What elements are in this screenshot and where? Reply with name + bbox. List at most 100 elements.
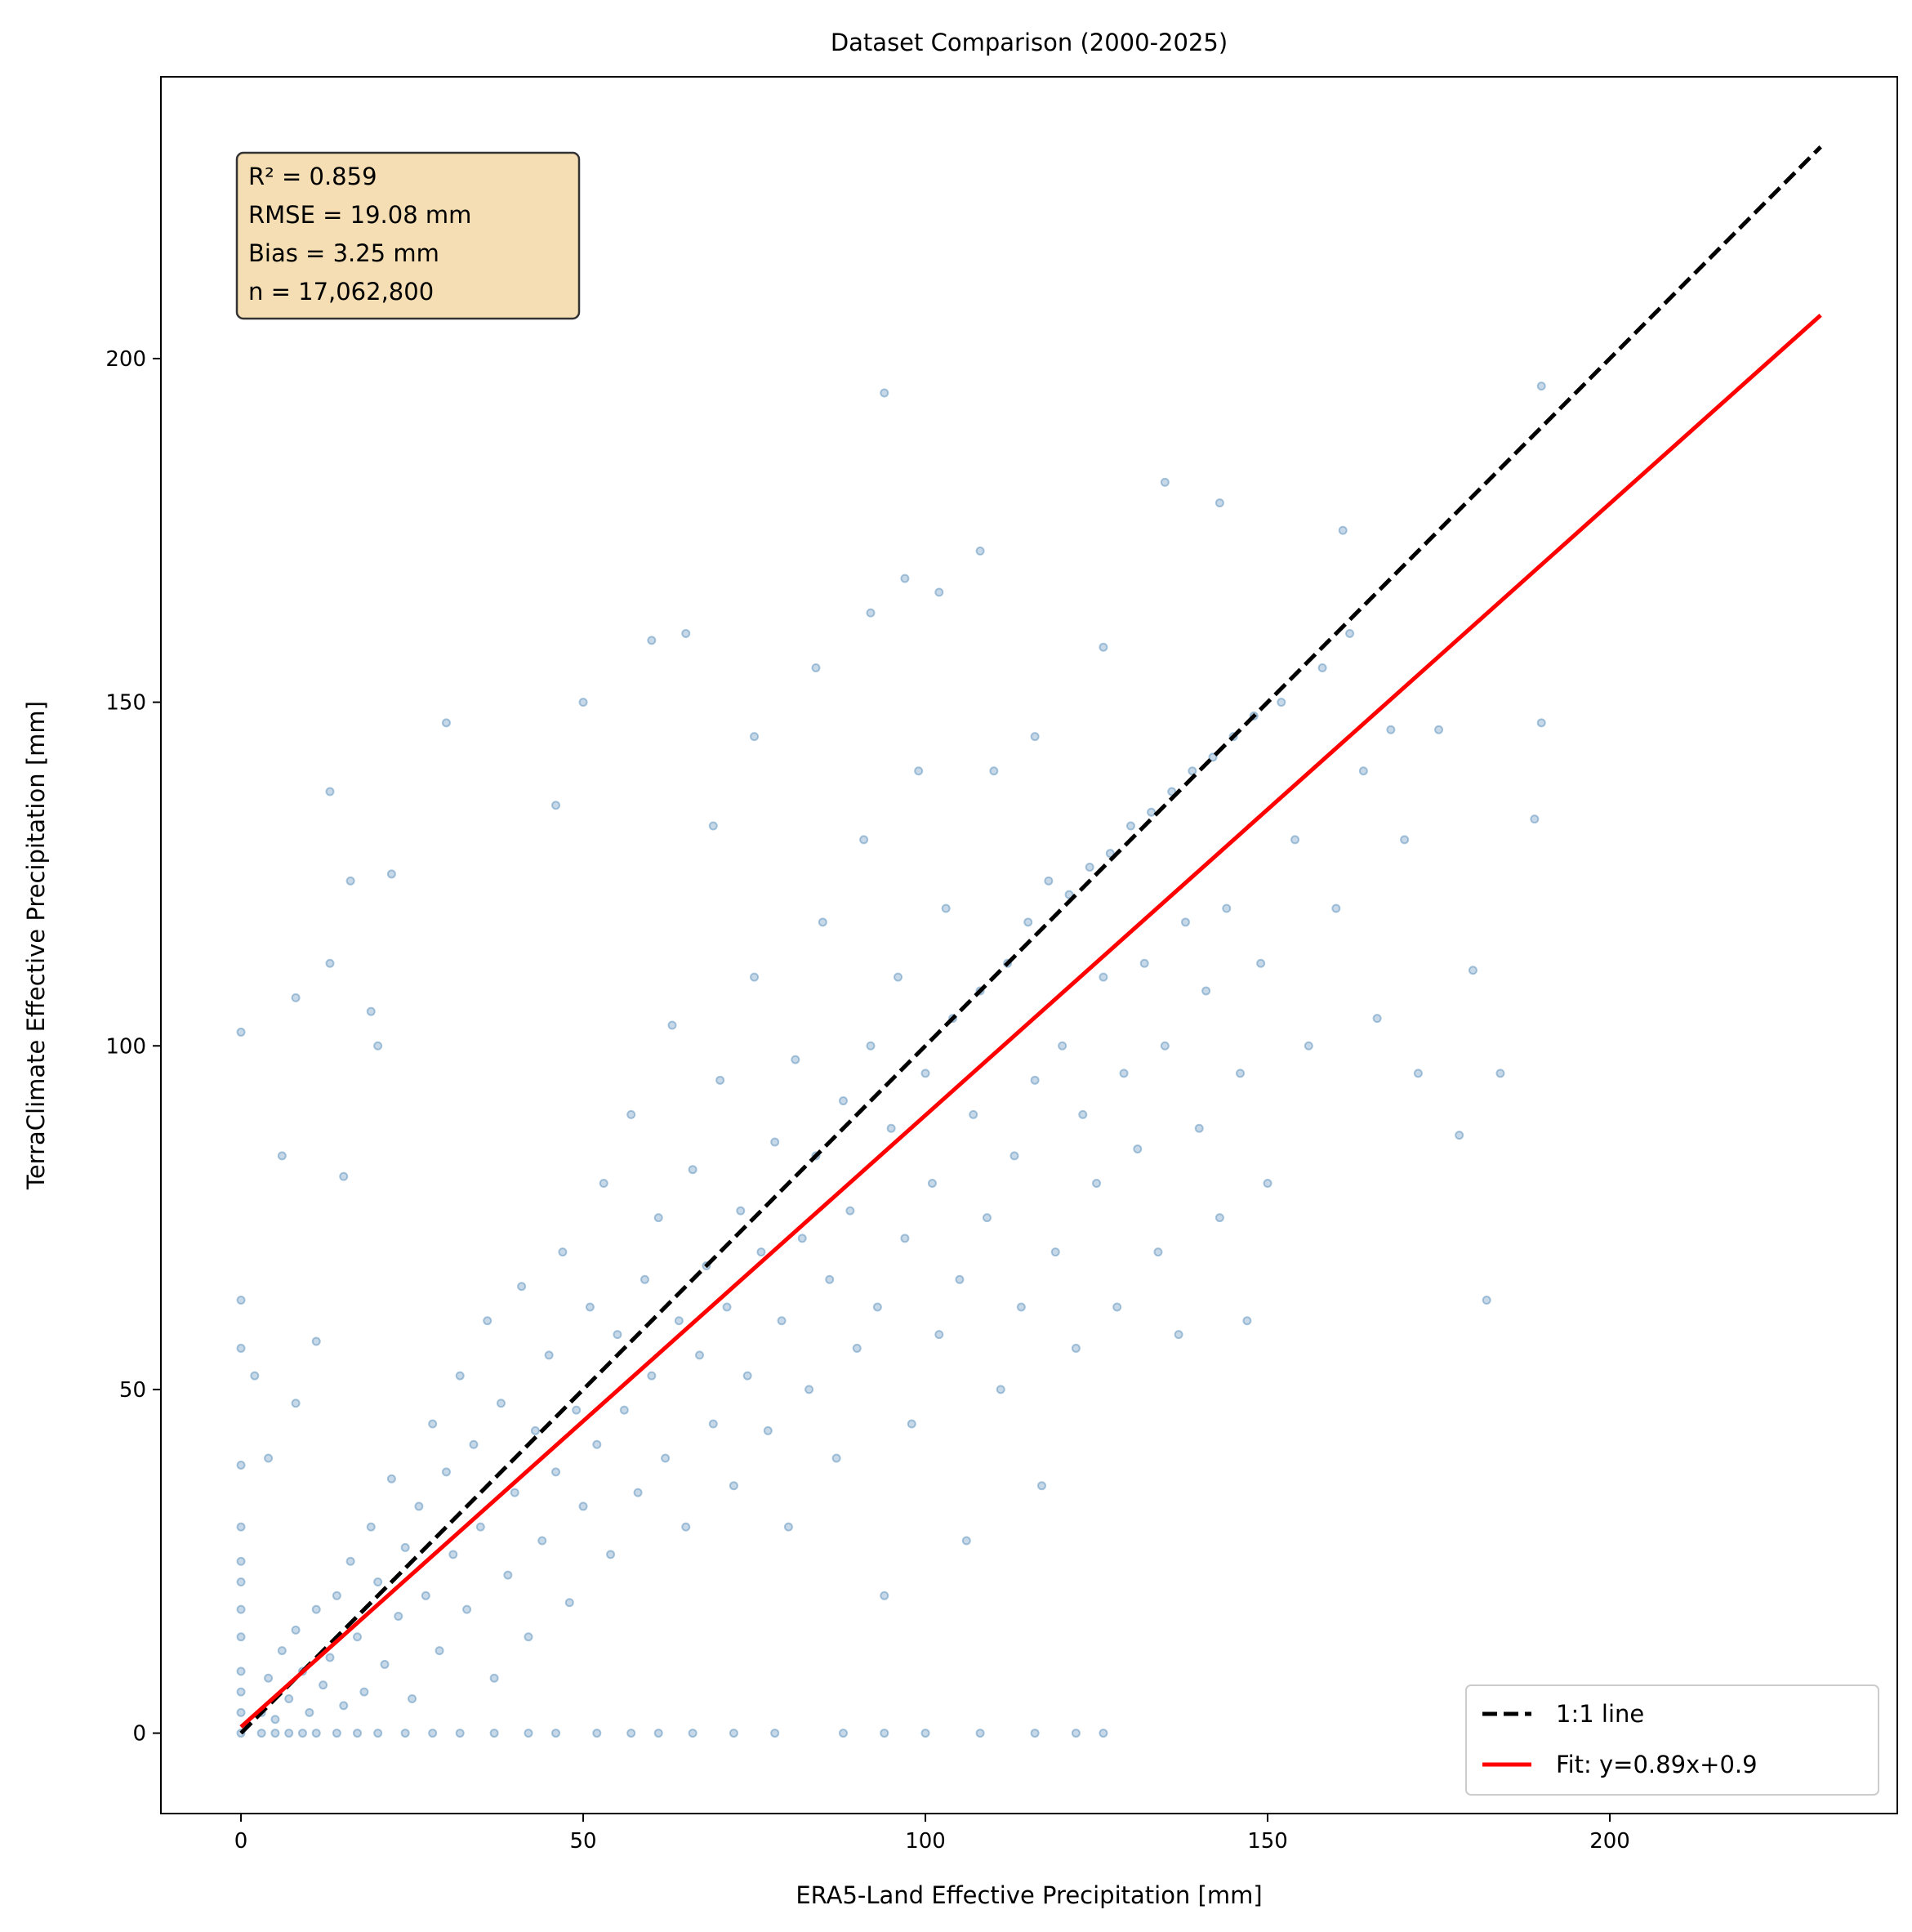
stats-box: R² = 0.859 RMSE = 19.08 mm Bias = 3.25 m… [235, 151, 581, 320]
scatter-point [448, 1550, 458, 1559]
scatter-point [626, 1729, 636, 1738]
stats-rmse: RMSE = 19.08 mm [248, 201, 471, 229]
scatter-point [1133, 1144, 1143, 1153]
scatter-point [236, 1522, 246, 1532]
scatter-point [599, 1179, 608, 1189]
scatter-point [1016, 1302, 1026, 1312]
x-tick-label: 0 [234, 1829, 248, 1854]
scatter-point [325, 787, 335, 796]
scatter-point [332, 1729, 341, 1738]
scatter-point [558, 1247, 568, 1257]
scatter-point [975, 547, 985, 556]
scatter-point [1167, 787, 1177, 796]
legend-label-1to1: 1:1 line [1556, 1700, 1644, 1728]
scatter-point [1071, 1343, 1081, 1353]
scatter-point [1023, 917, 1033, 927]
scatter-point [729, 1729, 738, 1738]
scatter-point [1317, 663, 1327, 673]
scatter-point [256, 1729, 266, 1738]
y-axis-label: TerraClimate Effective Precipitation [mm… [22, 701, 50, 1190]
scatter-point [1495, 1069, 1505, 1078]
scatter-point [585, 1302, 595, 1312]
scatter-point [1139, 958, 1149, 968]
scatter-point [674, 1316, 684, 1326]
scatter-point [469, 1439, 479, 1449]
scatter-point [934, 587, 944, 597]
scatter-point [708, 821, 718, 831]
scatter-point [1105, 849, 1115, 859]
scatter-point [1099, 642, 1108, 652]
scatter-point [264, 1673, 274, 1683]
scatter-point [1386, 725, 1396, 734]
scatter-point [729, 1481, 738, 1491]
scatter-point [975, 1729, 985, 1738]
y-tick-label: 150 [105, 691, 146, 716]
y-tick-label: 0 [132, 1722, 146, 1747]
scatter-point [825, 1274, 835, 1284]
scatter-point [270, 1729, 280, 1738]
reference-lines [239, 145, 1822, 1735]
scatter-point [551, 1729, 561, 1738]
scatter-point [503, 1570, 513, 1580]
scatter-point [236, 1707, 246, 1717]
scatter-point [475, 1522, 485, 1532]
scatter-point [345, 876, 355, 886]
scatter-point [489, 1729, 499, 1738]
scatter-point [1125, 821, 1135, 831]
scatter-point [311, 1729, 321, 1738]
scatter-point [1030, 1729, 1040, 1738]
scatter-point [1194, 1123, 1204, 1133]
scatter-point [353, 1729, 363, 1738]
scatter-point [359, 1687, 369, 1697]
scatter-point [339, 1171, 349, 1181]
y-tick-label: 200 [105, 347, 146, 372]
scatter-point [920, 1729, 930, 1738]
scatter-point [982, 1213, 992, 1223]
plot-frame [160, 76, 1898, 1814]
scatter-point [373, 1577, 383, 1586]
scatter-point [955, 1274, 965, 1284]
scatter-point [366, 1006, 376, 1016]
scatter-point [537, 1536, 547, 1546]
scatter-point [880, 1729, 889, 1738]
scatter-point [845, 1206, 855, 1216]
scatter-point [715, 1075, 725, 1085]
scatter-point [455, 1371, 465, 1381]
x-tick-label: 150 [1247, 1829, 1288, 1854]
scatter-point [900, 573, 910, 583]
scatter-point [653, 1213, 663, 1223]
legend-label-fit: Fit: y=0.89x+0.9 [1556, 1751, 1758, 1778]
scatter-point [783, 1522, 793, 1532]
scatter-point [907, 1419, 916, 1429]
scatter-point [380, 1659, 390, 1669]
scatter-point [770, 1137, 780, 1147]
scatter-point [750, 972, 760, 982]
scatter-point [332, 1591, 341, 1600]
scatter-point [941, 904, 951, 913]
scatter-point [1358, 766, 1368, 776]
scatter-point [866, 1041, 876, 1051]
scatter-point [1044, 876, 1054, 886]
scatter-point [311, 1604, 321, 1614]
scatter-point [804, 1385, 814, 1394]
scatter-point [1331, 904, 1341, 913]
scatter-point [1030, 732, 1040, 742]
scatter-point [1536, 381, 1546, 391]
scatter-point [1372, 1014, 1382, 1024]
scatter-point [1338, 525, 1348, 535]
scatter-point [1222, 904, 1232, 913]
scatter-point [551, 801, 561, 810]
scatter-point [291, 1625, 301, 1635]
scatter-point [811, 663, 821, 673]
scatter-point [900, 1234, 910, 1243]
scatter-point [277, 1646, 287, 1656]
scatter-point [592, 1439, 602, 1449]
scatter-point [736, 1206, 746, 1216]
scatter-point [435, 1646, 444, 1656]
scatter-point [1153, 1247, 1163, 1257]
scatter-point [1290, 835, 1300, 845]
scatter-point [1119, 1069, 1129, 1078]
scatter-point [920, 1069, 930, 1078]
scatter-point [1201, 986, 1211, 996]
scatter-point [386, 869, 396, 879]
